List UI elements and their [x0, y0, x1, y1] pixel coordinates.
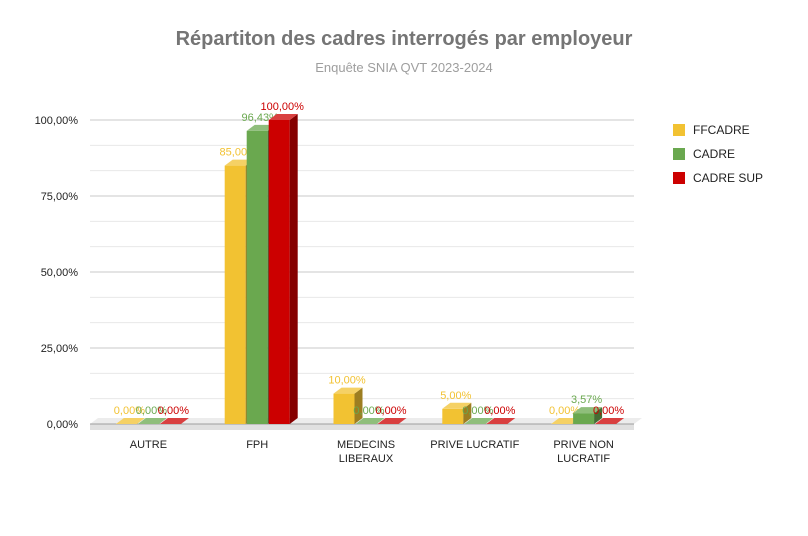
bar-top-cadre [246, 124, 276, 131]
bar-top-cadre-sup [159, 418, 189, 424]
data-label-cadre-sup: 0,00% [484, 405, 515, 417]
legend-label-cadre: CADRE [693, 147, 736, 161]
data-label-cadre: 3,57% [571, 394, 602, 406]
bar-top-cadre [355, 418, 385, 424]
x-tick-label: FPH [246, 439, 268, 451]
data-label-cadre-sup: 0,00% [158, 405, 189, 417]
data-label-ffcadre: 0,00% [114, 405, 145, 417]
legend-swatch-ffcadre [673, 124, 685, 136]
bar-side-cadre [594, 407, 603, 424]
x-tick-label: PRIVE NON [553, 439, 614, 451]
bar-top-cadre-sup [595, 418, 625, 424]
bar-ffcadre [333, 393, 355, 424]
bar-cadre-sup [268, 120, 290, 424]
data-label-ffcadre: 0,00% [549, 405, 580, 417]
legend-item-cadre: CADRE [673, 142, 763, 166]
bar-side-cadre-sup [289, 114, 298, 424]
data-label-cadre: 0,00% [136, 405, 167, 417]
bar-top-ffcadre [115, 418, 145, 424]
bar-top-ffcadre [224, 159, 254, 166]
chart-subtitle: Enquête SNIA QVT 2023-2024 [315, 60, 493, 75]
chart-title: Répartiton des cadres interrogés par emp… [175, 28, 633, 50]
bar-top-cadre-sup [268, 114, 298, 120]
bar-cadre [573, 413, 595, 424]
chart-floor [90, 424, 634, 430]
legend-item-cadre-sup: CADRE SUP [673, 166, 763, 190]
legend-label-cadre-sup: CADRE SUP [693, 171, 764, 185]
y-tick-label: 0,00% [47, 419, 78, 431]
legend-item-ffcadre: FFCADRE [673, 118, 763, 142]
y-tick-label: 75,00% [41, 191, 79, 203]
bar-top-cadre-sup [377, 418, 407, 424]
bar-top-cadre [137, 418, 167, 424]
x-tick-label: MEDECINS [337, 439, 395, 451]
bar-top-cadre [464, 418, 494, 424]
x-tick-label: PRIVE LUCRATIF [430, 439, 519, 451]
y-tick-label: 25,00% [41, 343, 79, 355]
bar-top-cadre [573, 407, 603, 414]
bar-ffcadre [224, 165, 246, 424]
bar-side-ffcadre [463, 402, 472, 424]
legend-label-ffcadre: FFCADRE [693, 123, 750, 137]
data-label-cadre-sup: 100,00% [260, 101, 304, 113]
data-label-cadre-sup: 0,00% [375, 405, 406, 417]
bar-top-ffcadre [442, 402, 472, 409]
data-label-ffcadre: 10,00% [328, 375, 366, 387]
x-tick-label: LIBERAUX [339, 453, 394, 465]
bar-top-ffcadre [333, 387, 363, 394]
bar-ffcadre [442, 408, 464, 424]
data-label-ffcadre: 5,00% [440, 390, 471, 402]
x-tick-label: AUTRE [130, 439, 167, 451]
data-label-cadre-sup: 0,00% [593, 405, 624, 417]
legend-swatch-cadre-sup [673, 172, 685, 184]
bar-top-cadre-sup [486, 418, 516, 424]
x-tick-label: LUCRATIF [557, 453, 610, 465]
bar-top-ffcadre [551, 418, 581, 424]
data-label-cadre: 0,00% [462, 405, 493, 417]
data-label-cadre: 0,00% [353, 405, 384, 417]
y-tick-label: 50,00% [41, 267, 79, 279]
y-tick-label: 100,00% [35, 115, 79, 127]
bar-cadre [246, 130, 268, 425]
legend-swatch-cadre [673, 148, 685, 160]
legend: FFCADRE CADRE CADRE SUP [673, 118, 763, 190]
bar-side-ffcadre [354, 387, 363, 424]
